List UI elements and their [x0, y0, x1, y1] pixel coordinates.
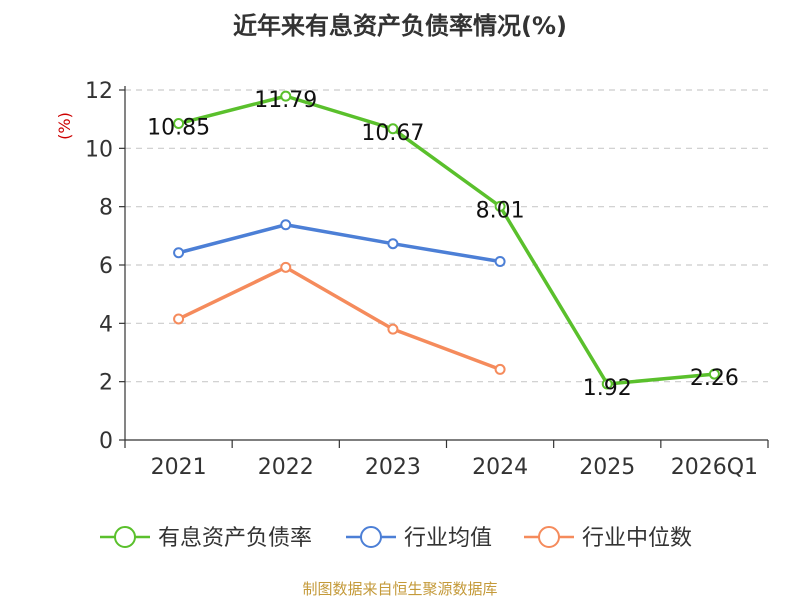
x-tick-label: 2023	[365, 455, 421, 480]
legend-marker	[538, 526, 560, 548]
x-tick-label: 2026Q1	[671, 455, 758, 480]
data-point	[601, 378, 613, 390]
x-tick-label: 2022	[258, 455, 314, 480]
data-point	[494, 200, 506, 212]
x-tick-label: 2024	[472, 455, 528, 480]
y-tick-label: 10	[85, 137, 113, 162]
data-point	[280, 90, 292, 102]
data-point	[173, 247, 185, 259]
data-labels: 10.85 11.79 10.67 8.01 1.92 2.26	[147, 88, 739, 401]
source-note: 制图数据来自恒生聚源数据库	[302, 580, 497, 598]
legend-label: 行业均值	[404, 526, 492, 551]
data-point	[280, 219, 292, 231]
x-tick-label: 2025	[579, 455, 635, 480]
legend-marker	[114, 526, 136, 548]
data-point	[387, 323, 399, 335]
y-tick-label: 8	[99, 196, 113, 221]
series-group	[173, 90, 720, 390]
series-line	[178, 94, 715, 386]
legend-label: 行业中位数	[582, 526, 692, 551]
y-tick-label: 12	[85, 79, 113, 104]
data-label: 11.79	[254, 88, 317, 113]
y-axis-unit: (%)	[55, 112, 74, 140]
data-point	[280, 261, 292, 273]
data-point	[494, 256, 506, 267]
data-label: 10.85	[147, 116, 210, 141]
y-tick-label: 6	[99, 254, 113, 279]
data-label: 8.01	[476, 198, 525, 223]
data-point	[494, 363, 506, 375]
series-line	[177, 265, 501, 372]
chart-title: 近年来有息资产负债率情况(%)	[233, 12, 567, 40]
data-point	[387, 123, 399, 135]
legend-marker	[360, 526, 382, 548]
data-point	[387, 238, 399, 250]
x-tick-label: 2021	[151, 455, 207, 480]
data-point	[173, 118, 185, 130]
data-label: 10.67	[361, 121, 424, 146]
gridlines	[125, 89, 768, 383]
legend-item: 行业均值	[346, 526, 492, 551]
y-tick-label: 2	[99, 371, 113, 396]
data-point	[708, 368, 720, 380]
y-tick-label: 4	[99, 312, 113, 337]
legend-label: 有息资产负债率	[158, 526, 312, 551]
data-label: 2.26	[690, 366, 739, 391]
legend-item: 有息资产负债率	[100, 526, 312, 551]
legend: 有息资产负债率 行业均值 行业中位数	[100, 526, 692, 551]
series-line	[178, 223, 501, 264]
legend-item: 行业中位数	[524, 526, 692, 551]
axes: 0 2 4 6 8 10 12 2021 2022 2023 2024 2025 2026Q1	[85, 79, 769, 480]
data-point	[173, 313, 185, 325]
y-tick-label: 0	[99, 429, 113, 454]
data-label: 1.92	[583, 376, 632, 401]
